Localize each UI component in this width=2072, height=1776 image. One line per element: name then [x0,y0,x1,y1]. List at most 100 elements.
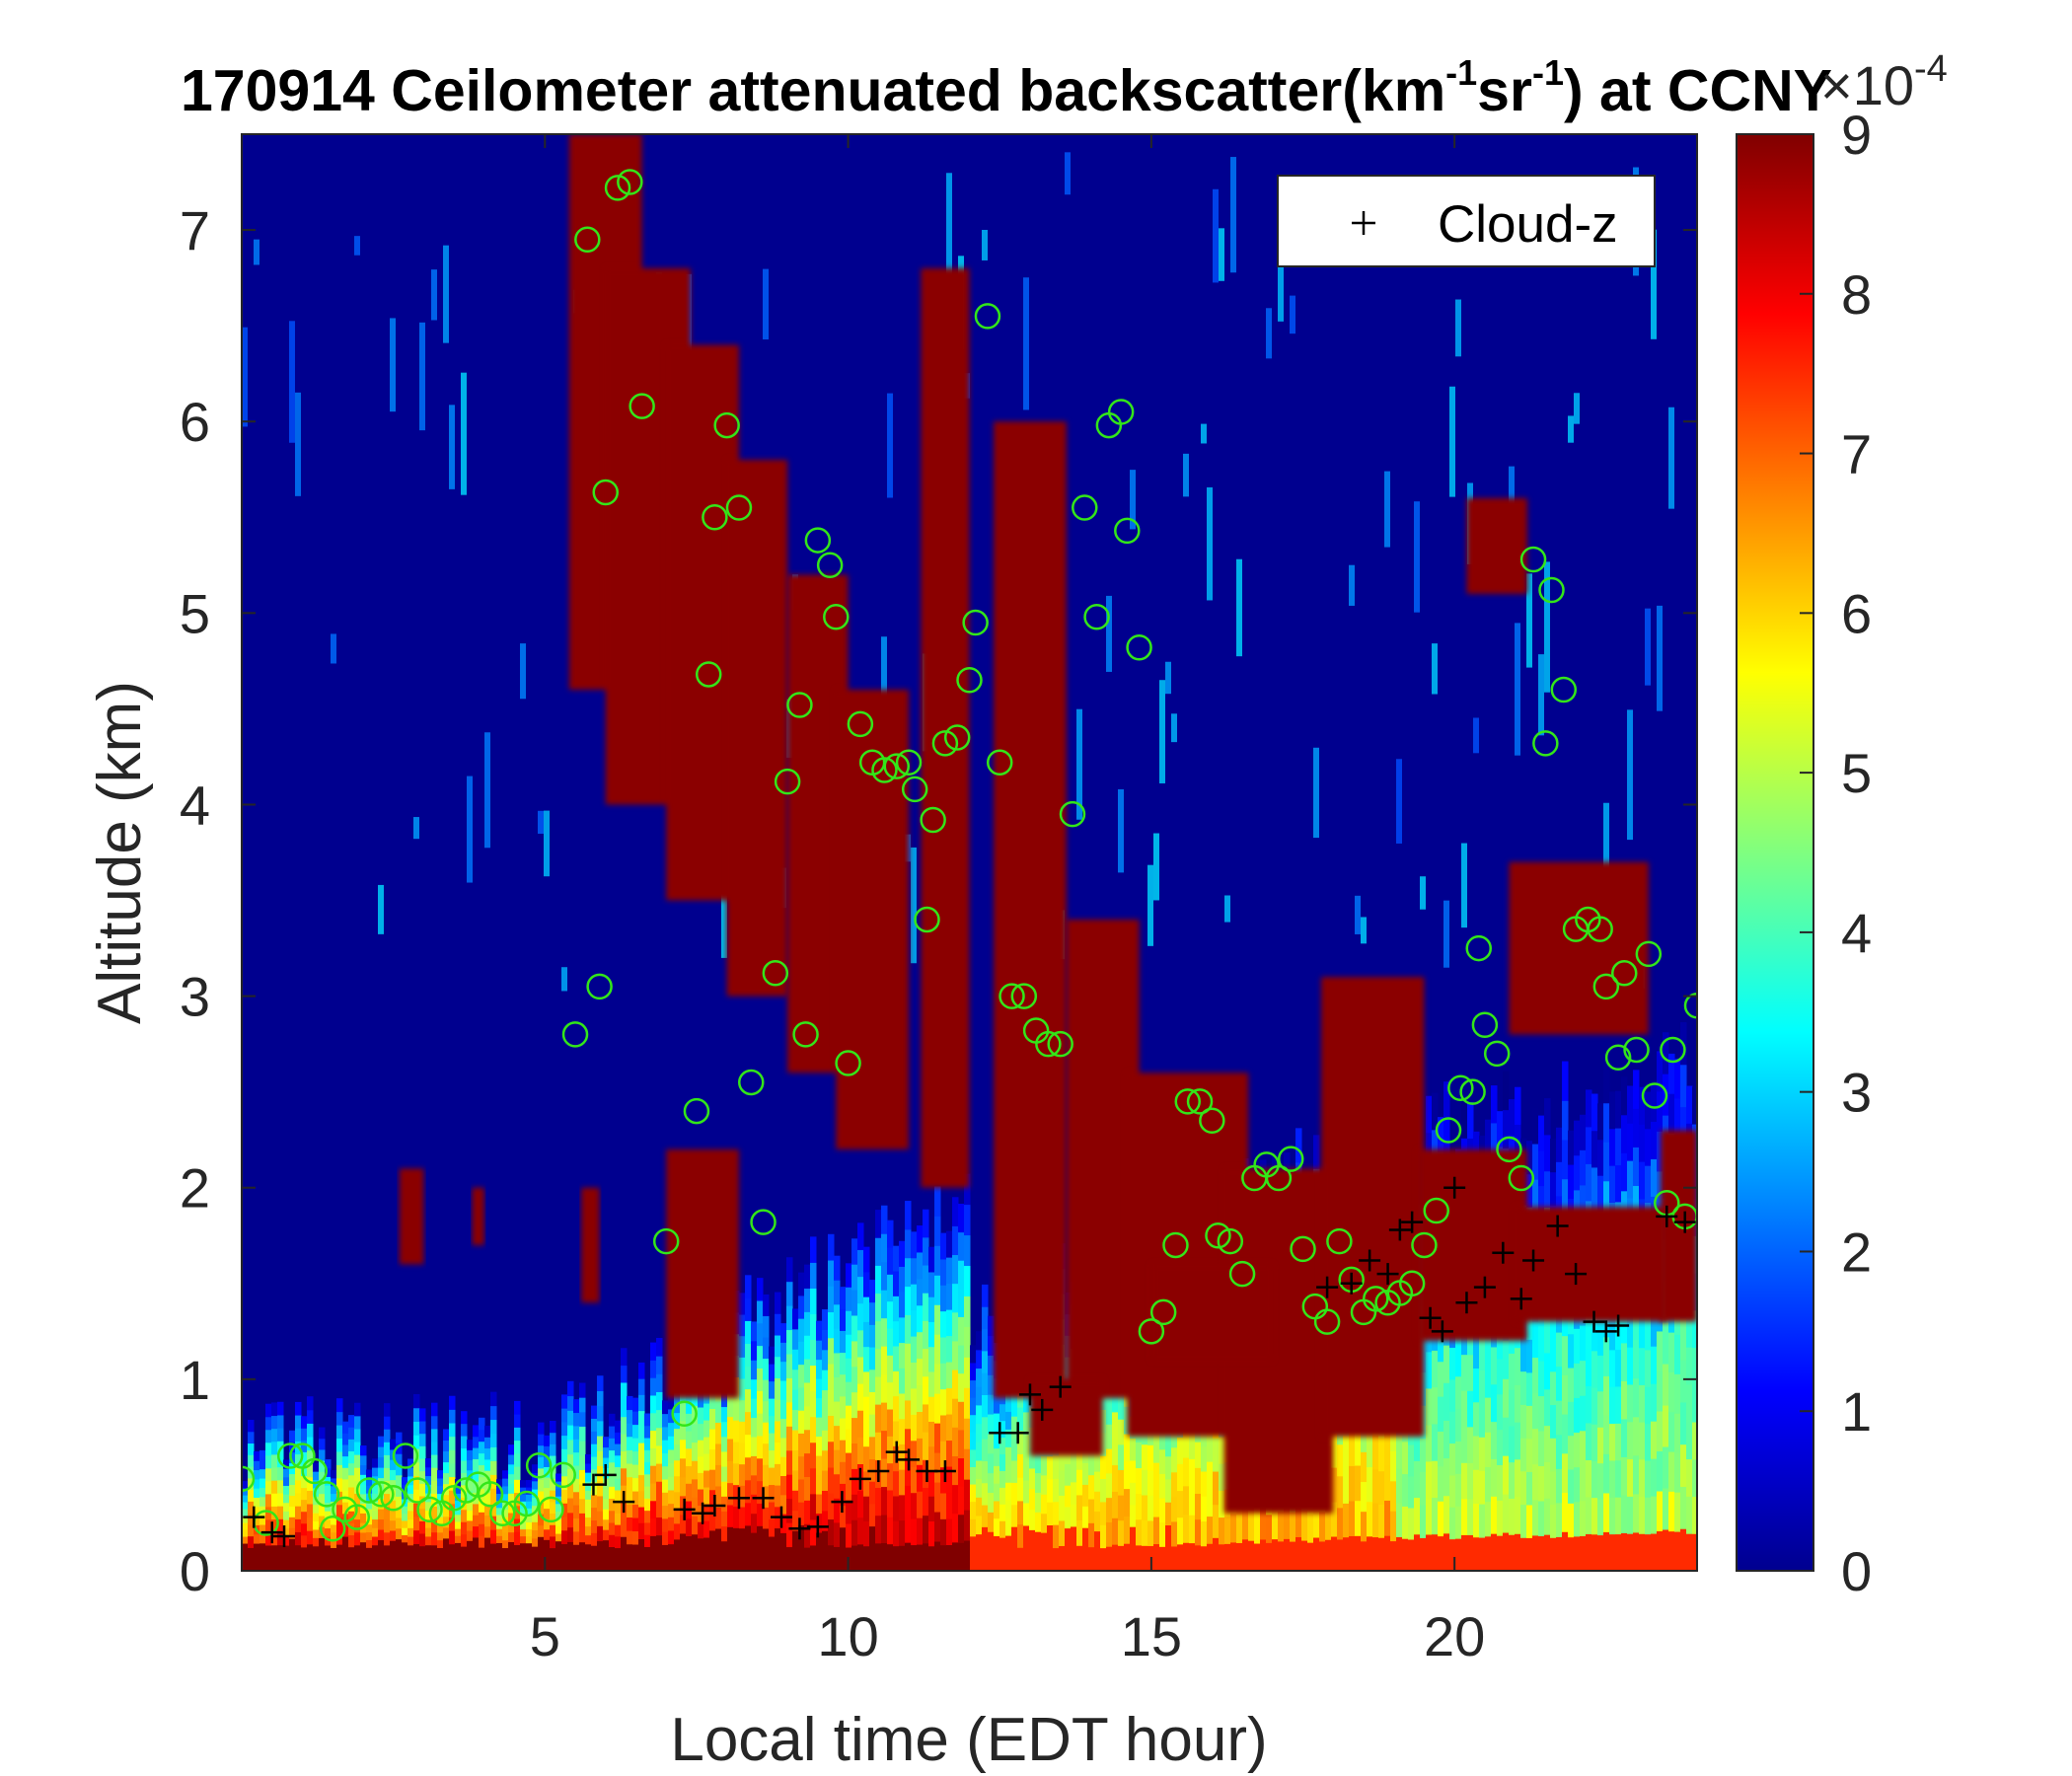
heat-cell [958,1231,965,1261]
heat-cell [1550,1504,1557,1538]
heat-cell [484,1458,491,1471]
heat-cell [674,1491,681,1509]
heat-cell [455,1556,462,1565]
heat-cell [615,1513,622,1525]
heat-cell [1402,1441,1409,1475]
heat-cell [775,1356,781,1378]
heat-cell [674,1412,681,1430]
heat-cell [1597,1499,1604,1536]
heat-cell [946,1362,953,1389]
heat-cell [283,1511,290,1520]
heat-cell [775,1527,781,1550]
heat-cell [449,1530,456,1545]
heat-cell [615,1420,622,1433]
heat-cell [479,1441,485,1454]
heat-cell [1663,1446,1669,1489]
heat-cell [757,1435,764,1459]
heat-cell [1219,1436,1225,1464]
heat-cell [331,1477,337,1487]
heat-cell [490,1543,497,1558]
circle-marker [416,1496,443,1523]
heat-cell [437,1485,444,1495]
heat-cell [1082,1549,1089,1571]
heat-cell [378,1498,385,1510]
heat-cell [1651,1346,1658,1384]
heat-cell [1627,1160,1634,1199]
heat-cell [1645,1128,1652,1166]
heat-cell [561,1557,568,1571]
heat-cell [372,1510,379,1520]
heat-cell [763,1527,770,1550]
heat-cell [455,1514,462,1522]
heat-cell [1047,1455,1054,1480]
heat-cell [1136,1518,1143,1546]
circle-marker [1447,1074,1474,1102]
heat-cell [443,1548,450,1561]
heat-cell [514,1531,521,1546]
heat-cell [1674,1452,1681,1493]
heat-cell [786,1281,793,1306]
heat-cell [627,1543,633,1558]
heat-cell [958,1486,965,1516]
heat-cell [555,1473,562,1482]
heat-cell [254,1506,260,1517]
heat-cell [863,1370,870,1397]
heat-cell [259,1478,266,1488]
noise-cell [378,884,384,934]
heat-cell [1657,1370,1664,1412]
heat-cell [1692,1458,1697,1498]
noise-cell [538,810,544,834]
heat-cell [792,1308,799,1330]
heat-cell [786,1354,793,1378]
heat-cell [242,1522,249,1530]
heat-cell [840,1461,847,1484]
heat-cell [934,1304,941,1335]
heat-cell [603,1488,610,1500]
circle-marker [1363,1286,1389,1312]
heat-cell [473,1458,480,1471]
heat-cell [354,1428,361,1443]
heat-cell [342,1559,349,1571]
cloud-z-marker [867,1460,890,1483]
heat-cell [313,1562,320,1571]
heat-cell [496,1493,503,1502]
heat-cell [1574,1120,1581,1156]
heat-cell [609,1426,616,1439]
heat-cell [1136,1442,1143,1469]
heat-cell [1349,1430,1356,1466]
noise-cell [1224,895,1230,923]
heat-cell [810,1493,817,1520]
heat-cell [1574,1432,1581,1468]
heat-cell [934,1364,941,1394]
heat-cell [1645,1091,1652,1130]
heat-cell [851,1290,858,1316]
heat-cell [727,1548,734,1571]
heat-cell [259,1459,266,1470]
heat-cell [550,1455,556,1468]
heat-cell [994,1447,1000,1466]
heat-cell [1532,1499,1539,1536]
heat-cell [1520,1337,1527,1372]
heat-cell [893,1271,900,1296]
heat-cell [751,1474,758,1495]
heat-cell [1177,1463,1184,1492]
heat-cell [934,1216,941,1246]
heat-cell [1355,1465,1362,1502]
heat-cell [597,1375,604,1391]
heat-cell [502,1547,509,1556]
heat-cell [804,1547,811,1571]
heat-cell [1082,1527,1089,1550]
heat-cell [917,1331,924,1360]
noise-cell [1449,386,1455,497]
cloud-z-marker [885,1441,908,1463]
heat-cell [336,1438,343,1452]
heat-cell [1680,1486,1687,1529]
heat-cell [1532,1428,1539,1465]
heat-cell [970,1553,977,1571]
heat-cell [431,1544,438,1559]
heat-cell [532,1521,539,1531]
heat-cell [1509,1534,1516,1571]
heat-cell [911,1466,918,1494]
heat-cell [301,1451,308,1464]
